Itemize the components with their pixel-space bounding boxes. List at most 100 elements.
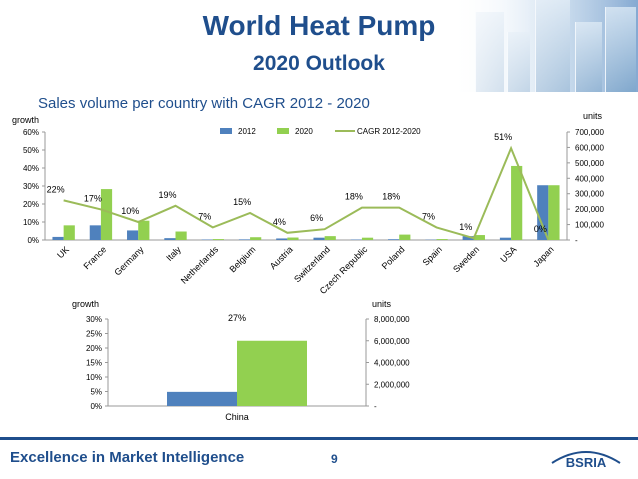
growth-data-label: 27% bbox=[228, 313, 246, 323]
legend-label: 2012 bbox=[238, 127, 256, 136]
legend-label: CAGR 2012-2020 bbox=[357, 127, 421, 136]
svg-text:BSRIA: BSRIA bbox=[566, 455, 607, 470]
right-tick-label: 4,000,000 bbox=[374, 359, 410, 368]
left-tick-label: 0% bbox=[27, 236, 39, 245]
bar-2020-poland bbox=[399, 234, 411, 240]
category-label: USA bbox=[498, 244, 518, 264]
bar-2020-china bbox=[237, 340, 307, 406]
category-label: Japan bbox=[531, 244, 555, 268]
cagr-data-label: 19% bbox=[158, 190, 176, 200]
left-tick-label: 20% bbox=[23, 200, 39, 209]
category-label: Spain bbox=[421, 244, 444, 267]
legend-label: 2020 bbox=[295, 127, 313, 136]
footer-divider bbox=[0, 437, 638, 440]
bar-2012-china bbox=[167, 391, 237, 406]
cagr-data-label: 1% bbox=[459, 222, 472, 232]
right-axis-title: units bbox=[583, 111, 603, 121]
cagr-data-label: 22% bbox=[47, 184, 65, 194]
bar-2012-switzerland bbox=[313, 237, 325, 240]
right-tick-label: 6,000,000 bbox=[374, 337, 410, 346]
left-tick-label: 40% bbox=[23, 164, 39, 173]
bar-2020-spain bbox=[436, 239, 448, 240]
category-label: Poland bbox=[380, 244, 407, 271]
category-label: China bbox=[225, 412, 249, 422]
cagr-data-label: 51% bbox=[494, 132, 512, 142]
cagr-line bbox=[63, 145, 550, 241]
bar-2020-france bbox=[100, 189, 113, 240]
bar-2012-sweden bbox=[462, 236, 474, 240]
cagr-data-label: 10% bbox=[121, 206, 139, 216]
left-tick-label: 5% bbox=[90, 388, 102, 397]
category-label: France bbox=[81, 244, 108, 271]
bar-2012-france bbox=[89, 225, 101, 240]
bar-2020-italy bbox=[175, 231, 187, 240]
category-label: Austria bbox=[268, 244, 295, 271]
left-tick-label: 25% bbox=[86, 330, 102, 339]
left-tick-label: 0% bbox=[90, 402, 102, 411]
left-tick-label: 60% bbox=[23, 128, 39, 137]
left-axis-title: growth bbox=[72, 299, 99, 309]
bar-2012-usa bbox=[499, 237, 512, 240]
left-tick-label: 50% bbox=[23, 146, 39, 155]
page-number: 9 bbox=[331, 452, 338, 466]
left-tick-label: 20% bbox=[86, 344, 102, 353]
slide-title: World Heat Pump bbox=[202, 10, 436, 41]
cagr-data-label: 6% bbox=[310, 213, 323, 223]
category-label: Italy bbox=[164, 244, 183, 263]
slide-title-line2: 2020 Outlook bbox=[253, 52, 385, 75]
right-tick-label: 200,000 bbox=[575, 205, 604, 214]
category-label: UK bbox=[55, 244, 71, 260]
right-tick-label: 2,000,000 bbox=[374, 380, 410, 389]
bar-2012-germany bbox=[127, 230, 139, 240]
cagr-data-label: 18% bbox=[345, 192, 363, 202]
header-fade bbox=[0, 0, 638, 92]
right-axis-title: units bbox=[372, 299, 392, 309]
bar-2020-sweden bbox=[473, 235, 485, 240]
right-tick-label: 400,000 bbox=[575, 174, 604, 183]
category-label: Switzerland bbox=[292, 244, 332, 284]
right-tick-label: 700,000 bbox=[575, 128, 604, 137]
cagr-data-label: 7% bbox=[422, 211, 435, 221]
category-label: Sweden bbox=[451, 244, 481, 274]
legend-swatch bbox=[220, 128, 232, 134]
bar-2012-italy bbox=[164, 238, 176, 240]
legend-swatch bbox=[277, 128, 289, 134]
bar-2012-poland bbox=[388, 239, 400, 240]
left-tick-label: 15% bbox=[86, 359, 102, 368]
left-tick-label: 30% bbox=[23, 182, 39, 191]
left-tick-label: 30% bbox=[86, 315, 102, 324]
bar-2012-austria bbox=[276, 238, 288, 240]
right-tick-label: 500,000 bbox=[575, 159, 604, 168]
bar-2020-switzerland bbox=[324, 236, 336, 240]
left-tick-label: 10% bbox=[86, 373, 102, 382]
bar-2020-uk bbox=[63, 225, 75, 240]
bar-2020-netherlands bbox=[212, 239, 224, 240]
category-label: Germany bbox=[112, 244, 146, 278]
cagr-data-label: 7% bbox=[198, 211, 211, 221]
left-axis-title: growth bbox=[12, 115, 39, 125]
bar-2020-usa bbox=[511, 165, 523, 240]
bar-2020-czech-republic bbox=[361, 237, 374, 240]
bar-2020-japan bbox=[548, 185, 560, 240]
bar-2012-belgium bbox=[238, 239, 251, 240]
right-tick-label: 8,000,000 bbox=[374, 315, 410, 324]
chart-subtitle: Sales volume per country with CAGR 2012 … bbox=[38, 95, 370, 112]
category-label: Belgium bbox=[227, 244, 257, 274]
bsria-logo: BSRIA bbox=[551, 451, 621, 470]
right-tick-label: - bbox=[374, 402, 377, 411]
bar-2012-japan bbox=[537, 185, 549, 240]
cagr-data-label: 15% bbox=[233, 197, 251, 207]
country-sales-chart: growth units 0% 10% 20% 30% 40% 50% 60% - 100,000 2… bbox=[12, 111, 604, 296]
right-tick-label: - bbox=[575, 236, 578, 245]
cagr-data-label: 0% bbox=[534, 224, 547, 234]
bar-2020-austria bbox=[287, 237, 299, 240]
cagr-data-label: 4% bbox=[273, 217, 286, 227]
footer-tagline: Excellence in Market Intelligence bbox=[10, 449, 245, 466]
left-tick-label: 10% bbox=[23, 218, 39, 227]
right-tick-label: 100,000 bbox=[575, 221, 604, 230]
china-sales-chart: growth units 0% 5% 10% 15% 20% 25% 30% - 2,000,000… bbox=[72, 299, 410, 422]
category-label: Netherlands bbox=[179, 244, 221, 286]
cagr-data-label: 17% bbox=[84, 193, 102, 203]
bar-2012-uk bbox=[52, 236, 64, 240]
cagr-data-label: 18% bbox=[382, 192, 400, 202]
